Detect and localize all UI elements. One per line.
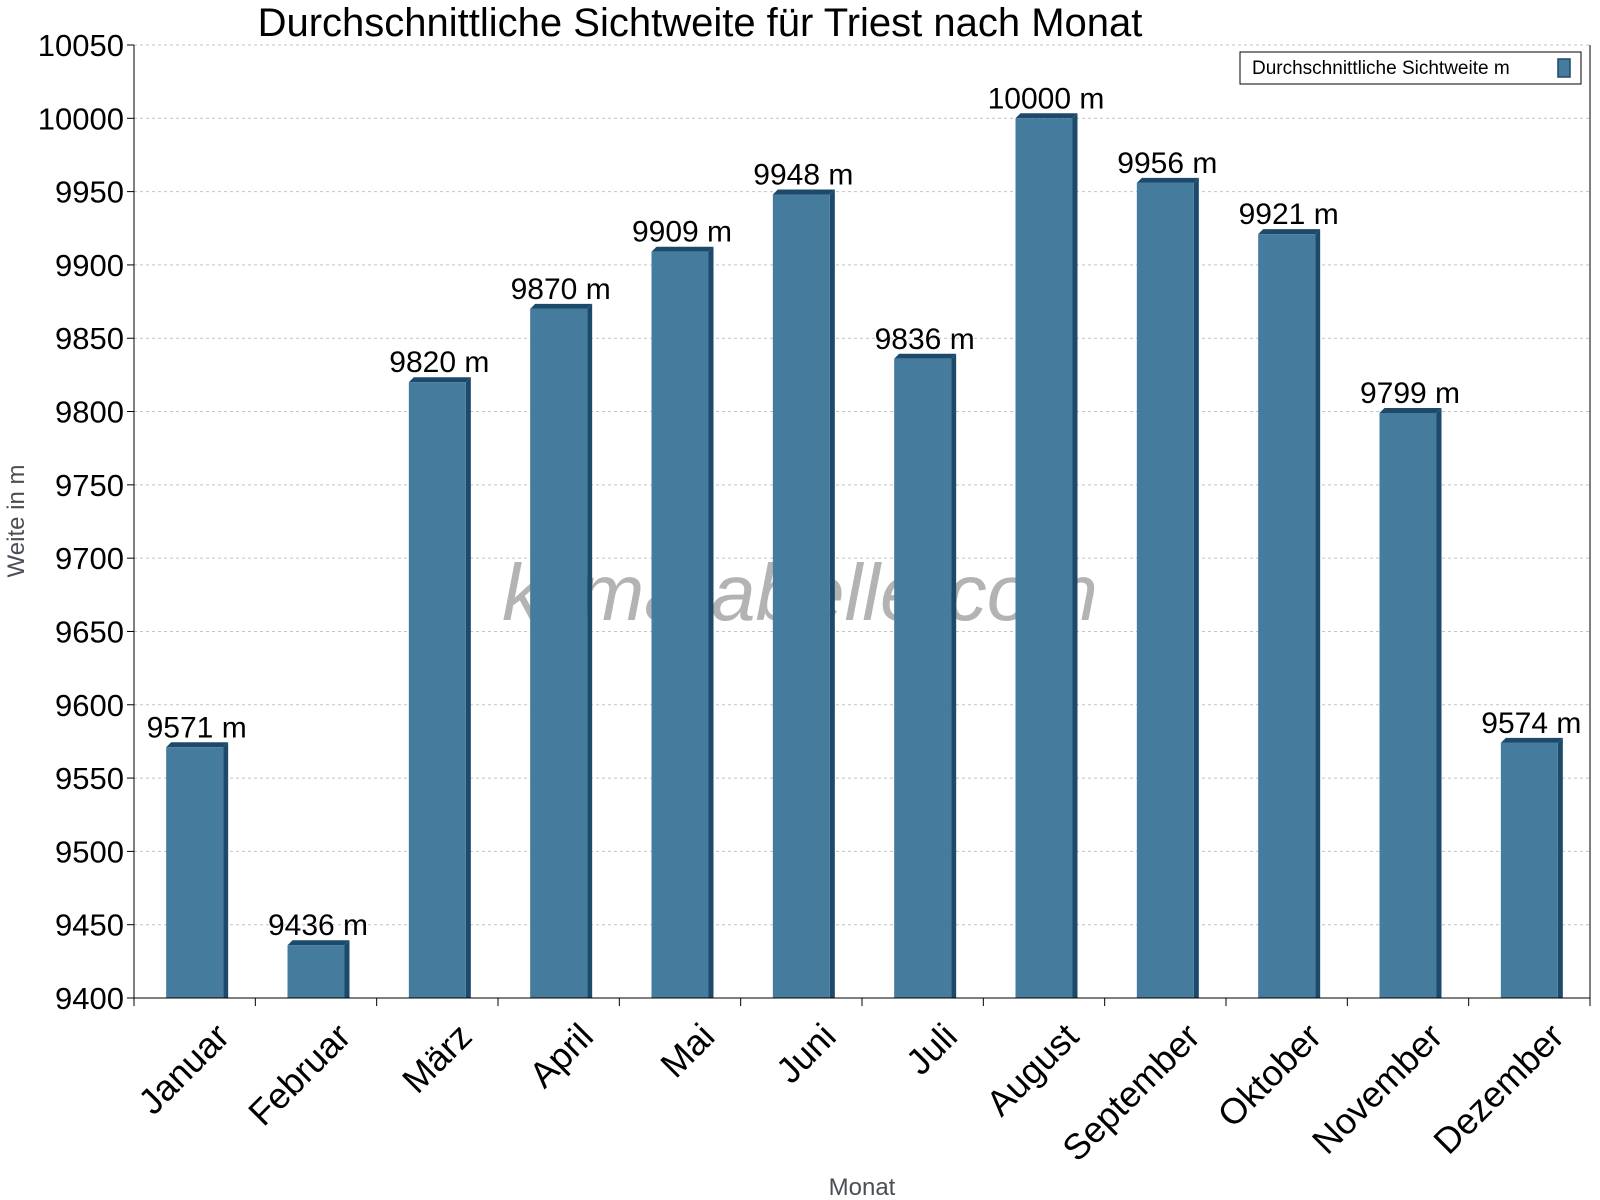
bar-side — [344, 940, 350, 998]
y-tick-label: 9400 — [55, 981, 124, 1016]
data-label: 9909 m — [632, 216, 732, 249]
data-label: 9870 m — [511, 273, 611, 306]
y-tick-label: 9950 — [55, 175, 124, 210]
bar-september — [1136, 177, 1199, 998]
x-tick-label: August — [978, 1015, 1086, 1123]
bar-dezember — [1500, 737, 1563, 998]
bar-top — [408, 377, 471, 383]
bar-front — [287, 945, 345, 998]
data-label: 9820 m — [389, 346, 489, 379]
bar-februar — [287, 940, 350, 998]
bar-top — [1500, 737, 1563, 743]
bar-top — [287, 940, 350, 946]
grid-lines — [134, 44, 1590, 926]
bar-top — [651, 246, 714, 252]
x-tick-label: Mai — [652, 1015, 722, 1085]
bar-front — [1136, 182, 1194, 998]
bar-side — [708, 246, 714, 999]
legend-label: Durchschnittliche Sichtweite m — [1252, 58, 1510, 79]
bar-oktober — [1258, 229, 1321, 998]
x-axis-title: Monat — [829, 1174, 896, 1200]
data-label: 9948 m — [753, 159, 853, 192]
bar-top — [772, 189, 835, 195]
x-tick-label: November — [1304, 1015, 1450, 1161]
bar-august — [1015, 113, 1078, 999]
legend: Durchschnittliche Sichtweite m — [1239, 51, 1582, 85]
bar-top — [530, 303, 593, 309]
bar-front — [651, 251, 709, 999]
bar-side — [1315, 229, 1321, 998]
bar-side — [587, 303, 593, 998]
bar-front — [1258, 234, 1316, 998]
x-tick-label: Januar — [130, 1015, 237, 1122]
bar-front — [1015, 118, 1073, 999]
x-tick-label: Februar — [240, 1015, 358, 1133]
y-tick-label: 9850 — [55, 321, 124, 356]
data-labels: 9571 m 9436 m 9820 m 9870 m 9909 m 9948 m 9836… — [147, 82, 1582, 942]
y-tick-label: 9500 — [55, 834, 124, 869]
x-tick-label: Oktober — [1209, 1015, 1329, 1135]
bar-side — [223, 742, 229, 998]
bar-top — [166, 742, 229, 748]
bar-november — [1379, 408, 1442, 998]
bars — [166, 113, 1563, 999]
bar-side — [1193, 177, 1199, 998]
bar-top — [1015, 113, 1078, 119]
bar-mai — [651, 246, 714, 999]
bar-juni — [772, 189, 835, 998]
y-tick-label: 9700 — [55, 541, 124, 576]
data-label: 9436 m — [268, 909, 368, 942]
x-tick-label: Dezember — [1425, 1015, 1571, 1161]
bar-top — [1136, 177, 1199, 183]
bar-januar — [166, 742, 229, 998]
y-tick-label: 9900 — [55, 248, 124, 283]
data-label: 9574 m — [1481, 707, 1581, 740]
bar-märz — [408, 377, 471, 998]
bar-top — [1379, 408, 1442, 414]
bar-side — [951, 353, 957, 998]
y-tick-label: 9450 — [55, 908, 124, 943]
bar-front — [772, 194, 830, 998]
bar-top — [1258, 229, 1321, 235]
bar-side — [1557, 737, 1563, 998]
legend-swatch — [1557, 58, 1571, 78]
bar-side — [829, 189, 835, 998]
bar-front — [408, 382, 466, 998]
legend-box — [1239, 51, 1582, 85]
bar-front — [894, 358, 952, 998]
y-tick-label: 9650 — [55, 614, 124, 649]
bar-juli — [894, 353, 957, 998]
bar-front — [1500, 742, 1558, 998]
x-tick-label: April — [521, 1015, 601, 1095]
bar-side — [1436, 408, 1442, 998]
x-tick-label: März — [394, 1015, 480, 1101]
y-tick-label: 9750 — [55, 468, 124, 503]
data-label: 9799 m — [1360, 377, 1460, 410]
data-label: 9836 m — [875, 323, 975, 356]
y-tick-label: 10000 — [38, 101, 124, 136]
data-label: 9571 m — [147, 711, 247, 744]
y-tick-label: 9550 — [55, 761, 124, 796]
y-tick-label: 9600 — [55, 688, 124, 723]
y-tick-label: 9800 — [55, 395, 124, 430]
chart-title: Durchschnittliche Sichtweite für Triest … — [258, 1, 1143, 45]
bar-top — [894, 353, 957, 359]
data-label: 10000 m — [988, 82, 1105, 115]
bar-side — [1072, 113, 1078, 999]
y-tick-label: 10050 — [38, 28, 124, 63]
x-tick-label: Juli — [898, 1015, 965, 1082]
bar-front — [166, 747, 224, 998]
bar-front — [1379, 413, 1437, 998]
bar-april — [530, 303, 593, 998]
data-label: 9921 m — [1239, 198, 1339, 231]
bar-side — [465, 377, 471, 998]
data-label: 9956 m — [1117, 147, 1217, 180]
y-axis-title: Weite in m — [3, 465, 30, 578]
x-tick-label: Juni — [768, 1015, 844, 1091]
bar-front — [530, 308, 588, 998]
